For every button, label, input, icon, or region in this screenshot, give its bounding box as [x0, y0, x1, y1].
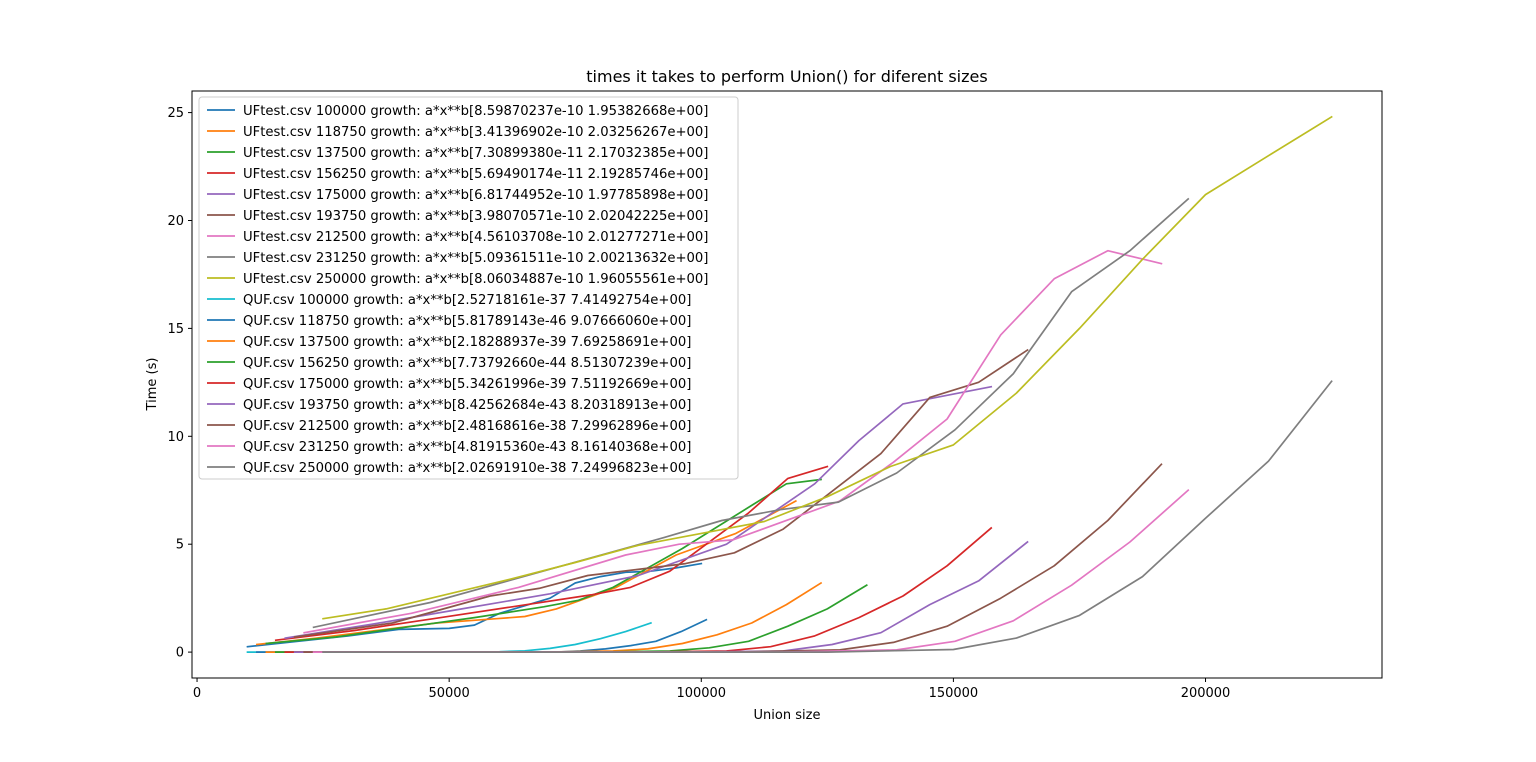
- legend-label-2: UFtest.csv 118750 growth: a*x**b[3.41396…: [243, 125, 708, 140]
- legend-label-17: QUF.csv 231250 growth: a*x**b[4.81915360…: [243, 440, 691, 455]
- x-tick-label: 50000: [428, 686, 469, 701]
- legend-label-3: UFtest.csv 137500 growth: a*x**b[7.30899…: [243, 146, 708, 161]
- x-tick-label: 200000: [1181, 686, 1231, 701]
- y-tick-label: 5: [176, 538, 184, 553]
- legend-box: [198, 96, 739, 480]
- x-tick-label: 100000: [676, 686, 726, 701]
- y-axis-label: Time (s): [145, 358, 160, 412]
- x-tick-label: 150000: [929, 686, 979, 701]
- legend-label-12: QUF.csv 137500 growth: a*x**b[2.18288937…: [243, 335, 691, 350]
- series-line-2: [255, 499, 797, 646]
- legend-label-10: QUF.csv 100000 growth: a*x**b[2.52718161…: [243, 293, 691, 308]
- y-tick-label: 10: [167, 430, 184, 445]
- legend-label-5: UFtest.csv 175000 growth: a*x**b[6.81744…: [243, 188, 708, 203]
- legend-label-8: UFtest.csv 231250 growth: a*x**b[5.09361…: [243, 251, 708, 266]
- legend-label-7: UFtest.csv 212500 growth: a*x**b[4.56103…: [243, 230, 708, 245]
- y-tick-label: 15: [167, 322, 184, 337]
- plot-frame: [191, 90, 1383, 679]
- legend-entries: UFtest.csv 100000 growth: a*x**b[8.59870…: [207, 104, 708, 476]
- y-tick-label: 0: [176, 646, 184, 661]
- x-axis-label: Union size: [754, 708, 821, 723]
- legend-label-13: QUF.csv 156250 growth: a*x**b[7.73792660…: [243, 356, 691, 371]
- chart-title: times it takes to perform Union() for di…: [586, 67, 987, 86]
- series-lines: [246, 115, 1333, 653]
- x-axis-ticks: 0 50000 100000 150000 200000: [193, 678, 1230, 701]
- legend-label-6: UFtest.csv 193750 growth: a*x**b[3.98070…: [243, 209, 708, 224]
- plot-area: 0 50000 100000 150000 200000 0 5 10 15 20 25: [167, 90, 1383, 701]
- legend-label-1: UFtest.csv 100000 growth: a*x**b[8.59870…: [243, 104, 708, 119]
- y-axis-ticks: 0 5 10 15 20 25: [167, 106, 192, 661]
- legend-label-9: UFtest.csv 250000 growth: a*x**b[8.06034…: [243, 272, 708, 287]
- legend-label-16: QUF.csv 212500 growth: a*x**b[2.48168616…: [243, 419, 691, 434]
- series-line-5: [284, 385, 993, 640]
- legend-label-4: UFtest.csv 156250 growth: a*x**b[5.69490…: [243, 167, 708, 182]
- legend-label-18: QUF.csv 250000 growth: a*x**b[2.02691910…: [243, 461, 691, 476]
- x-tick-label: 0: [193, 686, 201, 701]
- series-line-18: [322, 380, 1333, 653]
- series-line-6: [293, 348, 1029, 638]
- y-tick-label: 25: [167, 106, 184, 121]
- legend-label-15: QUF.csv 193750 growth: a*x**b[8.42562684…: [243, 398, 691, 413]
- legend-label-14: QUF.csv 175000 growth: a*x**b[5.34261996…: [243, 377, 691, 392]
- series-line-3: [265, 478, 822, 645]
- legend: UFtest.csv 100000 growth: a*x**b[8.59870…: [198, 96, 739, 480]
- series-line-9: [322, 115, 1333, 620]
- y-tick-label: 20: [167, 214, 184, 229]
- legend-label-11: QUF.csv 118750 growth: a*x**b[5.81789143…: [243, 314, 691, 329]
- series-line-4: [274, 465, 829, 642]
